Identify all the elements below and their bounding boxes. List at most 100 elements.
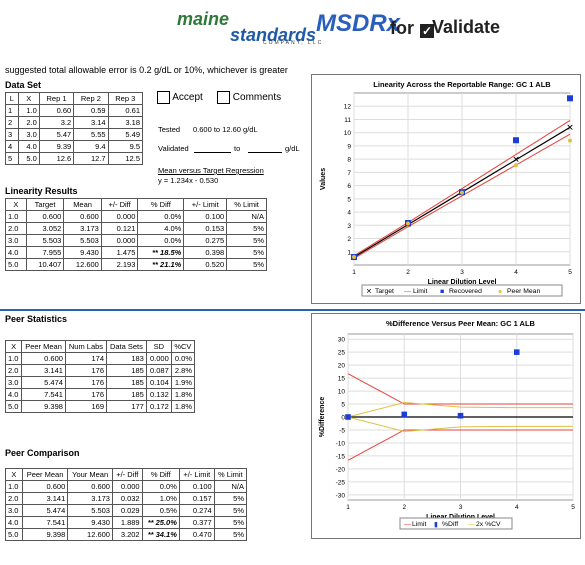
table-cell: 9.430	[63, 246, 102, 259]
table-cell: 5.0	[17, 152, 40, 165]
legend-limit-icon: —	[404, 289, 411, 296]
table-cell: 5	[5, 152, 19, 165]
table-cell: 0.0%	[141, 480, 180, 493]
table-cell: 1.889	[111, 516, 143, 529]
brand-msdrx-logo: MSDRx	[316, 10, 401, 37]
table-cell: 5%	[213, 492, 248, 505]
column-header: Peer Mean	[21, 468, 69, 481]
comments-box[interactable]	[217, 91, 230, 104]
legend-peer-mean: Peer Mean	[507, 288, 540, 295]
table-cell: 0.0%	[137, 234, 185, 247]
table-row: 4.0 7.541 176 185 0.132 1.8%	[4, 388, 196, 401]
peer-mean-point	[514, 163, 518, 168]
pctdiff-point	[457, 412, 464, 419]
table-cell: 185	[106, 388, 147, 401]
table-cell: 5%	[213, 504, 248, 517]
table-cell: 5.0	[5, 258, 27, 271]
column-header: +/- Diff	[100, 198, 139, 211]
table-cell: 0.087	[145, 364, 172, 377]
column-header: Target	[25, 198, 65, 211]
table-cell: 3.0	[4, 376, 23, 389]
validated-unit: g/dL	[285, 144, 300, 153]
table-cell: 5.49	[107, 128, 144, 141]
y-tick-label: -25	[336, 479, 346, 486]
table-cell: 0.470	[178, 528, 215, 541]
table-row: 5 5.0 12.6 12.7 12.5	[5, 152, 144, 165]
table-cell: 5.47	[38, 128, 75, 141]
table-cell: 2.0	[5, 492, 23, 505]
table-cell: 4	[5, 140, 19, 153]
y-tick-label: 30	[338, 337, 346, 344]
table-cell: 7.541	[21, 388, 66, 401]
validated-from-field[interactable]	[194, 152, 231, 153]
y-tick-label: 9	[347, 143, 351, 150]
comments-checkbox[interactable]: Comments	[217, 91, 281, 104]
column-header: L	[5, 92, 19, 105]
table-row: 5.0 10.407 12.600 2.193 ** 21.1% 0.520 5%	[5, 258, 267, 271]
table-cell: 0.0%	[137, 210, 185, 223]
recovered-point	[513, 137, 519, 144]
table-cell: 9.39	[38, 140, 75, 153]
table-cell: 5%	[226, 258, 267, 271]
table-cell: 1.0	[5, 480, 23, 493]
table-cell: 0.104	[145, 376, 172, 389]
table-cell: ** 25.0%	[141, 516, 180, 529]
table-cell: 12.7	[73, 152, 109, 165]
limit-lower-line	[347, 429, 573, 461]
column-header: Mean	[63, 198, 102, 211]
table-row: 2 2.0 3.2 3.14 3.18	[5, 116, 144, 129]
table-cell: 5%	[226, 234, 267, 247]
table-cell: 5.55	[73, 128, 109, 141]
x-tick-label: 5	[568, 269, 572, 276]
peer-stats-table: X Peer Mean Num Labs Data Sets SD %CV 1.0 0.60…	[4, 340, 196, 413]
table-cell: 5%	[226, 246, 267, 259]
y-tick-label: -30	[336, 492, 346, 499]
table-row: 3.0 5.503 5.503 0.000 0.0% 0.275 5%	[5, 234, 267, 247]
table-cell: 174	[64, 352, 108, 365]
table-cell: 12.600	[67, 528, 113, 541]
table-row: 3.0 5.474 176 185 0.104 1.9%	[4, 376, 196, 389]
column-header: Rep 3	[107, 92, 144, 105]
table-cell: 0.5%	[141, 504, 180, 517]
column-header: % Limit	[226, 198, 267, 211]
target-point: ✕	[512, 155, 520, 165]
table-cell: 0.398	[183, 246, 228, 259]
table-cell: ** 34.1%	[141, 528, 180, 541]
y-tick-label: 5	[347, 196, 351, 203]
table-cell: 176	[64, 376, 108, 389]
column-header: Rep 1	[38, 92, 75, 105]
column-header: +/- Limit	[183, 198, 228, 211]
accept-box[interactable]	[157, 91, 170, 104]
table-cell: 9.4	[73, 140, 109, 153]
limit-lower-line	[353, 133, 571, 259]
validated-to-field[interactable]	[248, 152, 282, 153]
table-cell: 0.600	[21, 480, 69, 493]
legend-limit: Limit	[413, 288, 427, 295]
table-cell: 185	[106, 376, 147, 389]
x-tick-label: 5	[571, 504, 575, 511]
table-cell: 0.029	[111, 504, 143, 517]
table-cell: 0.000	[145, 352, 172, 365]
legend-2x-cv-icon: —	[468, 522, 475, 529]
regression-equation: y = 1.234x - 0.530	[158, 176, 219, 185]
table-row: 3.0 5.474 5.503 0.029 0.5% 0.274 5%	[5, 504, 248, 517]
table-cell: 3.0	[17, 128, 40, 141]
table-cell: 2.193	[100, 258, 139, 271]
y-tick-label: 10	[344, 130, 352, 137]
column-header: SD	[145, 340, 172, 353]
validated-label: Validated	[158, 144, 189, 153]
table-cell: 0.100	[178, 480, 215, 493]
table-cell: 5%	[213, 516, 248, 529]
accept-checkbox[interactable]: Accept	[157, 91, 203, 104]
y-axis-label: Values	[320, 168, 327, 190]
table-cell: 0.157	[178, 492, 215, 505]
column-header: X	[5, 198, 27, 211]
y-tick-label: 11	[344, 117, 351, 124]
column-header: Rep 2	[73, 92, 109, 105]
table-cell: 0.000	[100, 234, 139, 247]
table-cell: 0.600	[21, 352, 66, 365]
legend-limit: Limit	[412, 521, 426, 528]
y-tick-label: 0	[341, 415, 345, 422]
table-row: 2.0 3.141 3.173 0.032 1.0% 0.157 5%	[5, 492, 248, 505]
table-cell: 1	[5, 104, 19, 117]
